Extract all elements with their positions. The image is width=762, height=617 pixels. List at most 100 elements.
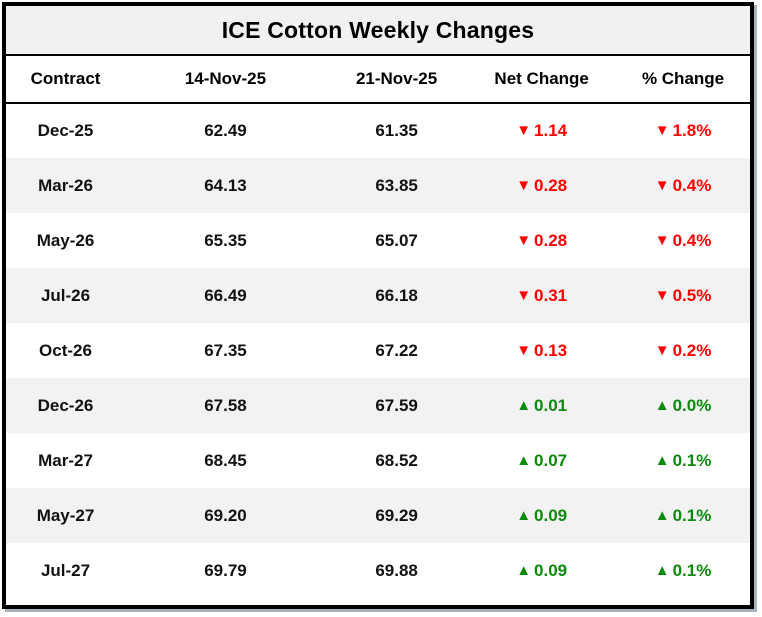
contract-cell: May-27 xyxy=(36,505,95,525)
up-arrow-icon: ▲ xyxy=(654,451,670,469)
net-change-cell: ▼ 0.13 xyxy=(467,323,616,378)
contract-cell: Dec-25 xyxy=(37,121,94,140)
net-change-cell: ▲ 0.07 xyxy=(467,433,616,488)
down-arrow-icon: ▼ xyxy=(654,286,670,304)
curr-week-price-cell: 66.18 xyxy=(375,285,418,305)
prev-week-price-cell: 69.79 xyxy=(204,560,247,580)
column-header-contract: Contract xyxy=(30,69,101,88)
net-change-cell: ▲ 0.01 xyxy=(467,378,616,433)
pct-change-cell: ▼ 0.4% xyxy=(616,213,750,268)
up-arrow-icon: ▲ xyxy=(516,451,532,469)
change-value: 0.31 xyxy=(534,285,568,305)
change-value: 0.09 xyxy=(534,560,568,580)
up-arrow-icon: ▲ xyxy=(516,561,532,579)
table-row: May-27 69.20 69.29 ▲ 0.09 ▲ 0.1% xyxy=(6,488,750,543)
curr-week-price-cell: 67.59 xyxy=(375,395,418,415)
contract-cell: Jul-26 xyxy=(40,285,91,305)
down-arrow-icon: ▼ xyxy=(516,176,532,194)
down-arrow-icon: ▼ xyxy=(654,341,670,359)
pct-change-cell: ▲ 0.1% xyxy=(616,543,750,598)
down-arrow-icon: ▼ xyxy=(516,231,532,249)
change-value: 0.2% xyxy=(672,340,712,360)
column-header-21-nov-25: 21-Nov-25 xyxy=(355,69,438,88)
change-value: 0.1% xyxy=(672,450,712,470)
curr-week-price-cell: 67.22 xyxy=(375,340,418,360)
up-arrow-icon: ▲ xyxy=(654,561,670,579)
net-change-cell: ▲ 0.09 xyxy=(467,543,616,598)
change-value: 0.09 xyxy=(534,505,568,525)
ice-cotton-table-card: ICE Cotton Weekly Changes Contract 14-Nov… xyxy=(2,2,754,609)
change-value: 0.4% xyxy=(672,230,712,250)
change-value: 0.4% xyxy=(672,175,712,195)
curr-week-price-cell: 61.35 xyxy=(375,121,418,140)
change-value: 0.28 xyxy=(534,230,568,250)
prev-week-price-cell: 67.35 xyxy=(204,340,247,360)
prev-week-price-cell: 67.58 xyxy=(204,395,247,415)
prev-week-price-cell: 66.49 xyxy=(204,285,247,305)
net-change-cell: ▼ 0.31 xyxy=(467,268,616,323)
contract-cell: Mar-26 xyxy=(38,175,93,195)
table-row: Oct-26 67.35 67.22 ▼ 0.13 ▼ 0.2% xyxy=(6,323,750,378)
change-value: 0.1% xyxy=(672,505,712,525)
curr-week-price-cell: 65.07 xyxy=(375,230,418,250)
column-header-14-nov-25: 14-Nov-25 xyxy=(184,69,267,88)
change-value: 1.14 xyxy=(534,121,568,140)
contract-cell: Mar-27 xyxy=(38,450,93,470)
change-value: 0.07 xyxy=(534,450,568,470)
cotton-futures-table: Contract 14-Nov-25 21-Nov-25 Net Change % Ch… xyxy=(6,56,750,598)
down-arrow-icon: ▼ xyxy=(516,122,532,139)
table-body: Dec-25 62.49 61.35 ▼ 1.14 ▼ 1.8% Mar-26 64.13 63.… xyxy=(6,103,750,598)
prev-week-price-cell: 65.35 xyxy=(204,230,247,250)
table-row: Dec-26 67.58 67.59 ▲ 0.01 ▲ 0.0% xyxy=(6,378,750,433)
down-arrow-icon: ▼ xyxy=(654,231,670,249)
pct-change-cell: ▲ 0.0% xyxy=(616,378,750,433)
table-row: Mar-26 64.13 63.85 ▼ 0.28 ▼ 0.4% xyxy=(6,158,750,213)
curr-week-price-cell: 68.52 xyxy=(375,450,418,470)
change-value: 1.8% xyxy=(672,121,712,140)
pct-change-cell: ▲ 0.1% xyxy=(616,488,750,543)
table-row: May-26 65.35 65.07 ▼ 0.28 ▼ 0.4% xyxy=(6,213,750,268)
up-arrow-icon: ▲ xyxy=(654,396,670,414)
pct-change-cell: ▼ 0.4% xyxy=(616,158,750,213)
change-value: 0.5% xyxy=(672,285,712,305)
table-row: Jul-26 66.49 66.18 ▼ 0.31 ▼ 0.5% xyxy=(6,268,750,323)
column-header-net-change: Net Change xyxy=(494,69,589,88)
net-change-cell: ▲ 0.09 xyxy=(467,488,616,543)
contract-cell: Dec-26 xyxy=(37,395,94,415)
net-change-cell: ▼ 0.28 xyxy=(467,158,616,213)
down-arrow-icon: ▼ xyxy=(654,122,670,139)
curr-week-price-cell: 69.88 xyxy=(375,560,418,580)
change-value: 0.01 xyxy=(534,395,568,415)
pct-change-cell: ▲ 0.1% xyxy=(616,433,750,488)
net-change-cell: ▼ 0.28 xyxy=(467,213,616,268)
contract-cell: Jul-27 xyxy=(40,560,91,580)
change-value: 0.28 xyxy=(534,175,568,195)
table-row: Mar-27 68.45 68.52 ▲ 0.07 ▲ 0.1% xyxy=(6,433,750,488)
pct-change-cell: ▼ 0.2% xyxy=(616,323,750,378)
down-arrow-icon: ▼ xyxy=(516,286,532,304)
change-value: 0.0% xyxy=(672,395,712,415)
down-arrow-icon: ▼ xyxy=(654,176,670,194)
up-arrow-icon: ▲ xyxy=(516,396,532,414)
curr-week-price-cell: 69.29 xyxy=(375,505,418,525)
prev-week-price-cell: 68.45 xyxy=(204,450,247,470)
header-row: Contract 14-Nov-25 21-Nov-25 Net Change % Ch… xyxy=(6,56,750,103)
pct-change-cell: ▼ 1.8% xyxy=(616,103,750,158)
change-value: 0.13 xyxy=(534,340,568,360)
down-arrow-icon: ▼ xyxy=(516,341,532,359)
curr-week-price-cell: 63.85 xyxy=(375,175,418,195)
up-arrow-icon: ▲ xyxy=(654,506,670,524)
contract-cell: Oct-26 xyxy=(39,340,92,360)
table-title: ICE Cotton Weekly Changes xyxy=(6,6,750,56)
table-row: Dec-25 62.49 61.35 ▼ 1.14 ▼ 1.8% xyxy=(6,103,750,158)
prev-week-price-cell: 69.20 xyxy=(204,505,247,525)
table-header: Contract 14-Nov-25 21-Nov-25 Net Change % Ch… xyxy=(6,56,750,103)
change-value: 0.1% xyxy=(672,560,712,580)
column-header--change: % Change xyxy=(641,69,725,88)
table-row: Jul-27 69.79 69.88 ▲ 0.09 ▲ 0.1% xyxy=(6,543,750,598)
contract-cell: May-26 xyxy=(36,230,95,250)
prev-week-price-cell: 64.13 xyxy=(204,175,247,195)
net-change-cell: ▼ 1.14 xyxy=(467,103,616,158)
up-arrow-icon: ▲ xyxy=(516,506,532,524)
prev-week-price-cell: 62.49 xyxy=(204,121,247,140)
